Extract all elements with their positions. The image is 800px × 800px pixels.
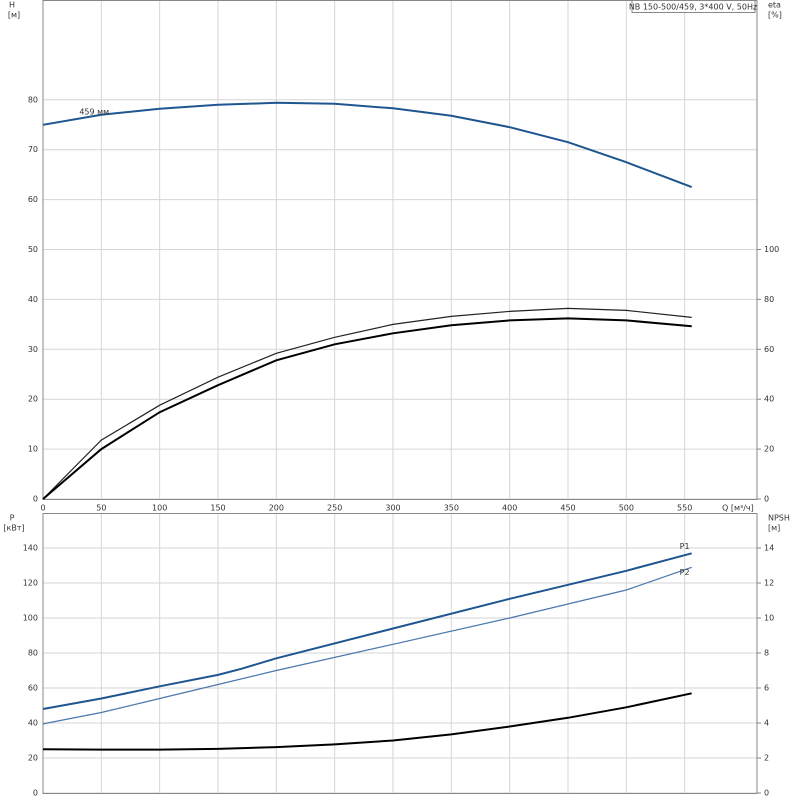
y-axis-unit: [кВт] <box>3 524 24 533</box>
series-label: P2 <box>680 568 690 577</box>
y-axis-unit: [м] <box>8 11 20 20</box>
y-tick-label: 70 <box>28 145 38 154</box>
y2-tick-label: 2 <box>764 754 769 763</box>
y2-tick-label: 0 <box>764 495 769 504</box>
y-tick-label: 120 <box>23 579 38 588</box>
y-tick-label: 40 <box>28 295 38 304</box>
series-line <box>42 317 692 500</box>
x-tick-label: 150 <box>210 504 225 513</box>
x-tick-label: 450 <box>560 504 575 513</box>
x-tick-label: 50 <box>96 504 106 513</box>
y-tick-label: 30 <box>28 345 38 354</box>
y2-tick-label: 80 <box>764 295 774 304</box>
x-tick-label: 500 <box>619 504 634 513</box>
y2-tick-label: 8 <box>764 649 769 658</box>
y-tick-label: 10 <box>28 445 38 454</box>
curve-annotation: 459 мм <box>79 107 109 116</box>
x-tick-label: 400 <box>502 504 517 513</box>
y-tick-label: 40 <box>28 719 38 728</box>
y-axis-label: P <box>10 514 15 523</box>
x-tick-label: 250 <box>327 504 342 513</box>
y2-axis-label: eta <box>768 1 781 10</box>
y2-axis-unit: [%] <box>768 11 782 20</box>
series-label: P1 <box>680 542 690 551</box>
y2-tick-label: 40 <box>764 395 774 404</box>
y2-tick-label: 20 <box>764 445 774 454</box>
series-line <box>42 307 692 500</box>
x-tick-label: 350 <box>444 504 459 513</box>
y-tick-label: 20 <box>28 395 38 404</box>
x-tick-label: 550 <box>677 504 692 513</box>
y-tick-label: 80 <box>28 95 38 104</box>
y2-tick-label: 100 <box>764 245 779 254</box>
y2-axis-label: NPSH <box>768 514 790 523</box>
series-line <box>42 692 692 751</box>
x-tick-label: 100 <box>152 504 167 513</box>
plot-frame <box>42 0 758 500</box>
series-line <box>42 566 692 725</box>
y2-tick-label: 60 <box>764 345 774 354</box>
y-axis-label: H <box>9 1 15 10</box>
y2-tick-label: 14 <box>764 544 774 553</box>
y2-tick-label: 0 <box>764 789 769 798</box>
y2-tick-label: 6 <box>764 684 769 693</box>
y-tick-label: 60 <box>28 195 38 204</box>
series-line <box>42 101 693 189</box>
y-tick-label: 0 <box>33 495 38 504</box>
series-line <box>42 552 692 710</box>
y-tick-label: 50 <box>28 245 38 254</box>
chart-title: NB 150-500/459, 3*400 V, 50Hz <box>629 3 757 12</box>
y2-tick-label: 4 <box>764 719 769 728</box>
x-tick-label: 300 <box>385 504 400 513</box>
y-tick-label: 80 <box>28 649 38 658</box>
y-tick-label: 0 <box>33 789 38 798</box>
y-tick-label: 100 <box>23 614 38 623</box>
title-box <box>631 0 756 13</box>
plot-frame <box>42 513 758 794</box>
y2-axis-unit: [м] <box>768 524 780 533</box>
y-tick-label: 20 <box>28 754 38 763</box>
x-tick-label: 0 <box>40 504 45 513</box>
y2-tick-label: 10 <box>764 614 774 623</box>
y-tick-label: 140 <box>23 544 38 553</box>
y2-tick-label: 12 <box>764 579 774 588</box>
x-axis-label: Q [м³/ч] <box>722 504 754 513</box>
x-tick-label: 200 <box>269 504 284 513</box>
y-tick-label: 60 <box>28 684 38 693</box>
